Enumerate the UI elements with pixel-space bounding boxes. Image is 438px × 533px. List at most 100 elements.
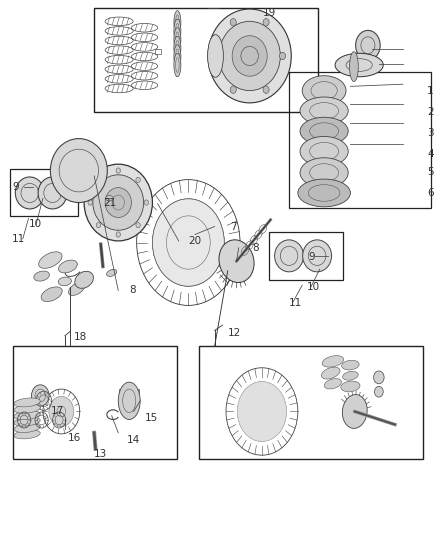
Text: 11: 11 [12,234,25,244]
Ellipse shape [335,53,383,77]
Ellipse shape [15,177,44,209]
Ellipse shape [106,196,113,201]
Text: 3: 3 [427,128,434,138]
Ellipse shape [41,287,62,302]
Ellipse shape [96,222,101,228]
Bar [155,49,161,54]
Text: 12: 12 [228,328,241,338]
Ellipse shape [232,36,267,76]
Ellipse shape [350,52,358,82]
Text: 11: 11 [289,298,302,308]
Bar [289,72,431,208]
Ellipse shape [105,188,131,217]
Ellipse shape [75,271,93,288]
Text: 8: 8 [252,243,258,253]
Text: 7: 7 [230,222,237,231]
Ellipse shape [341,381,360,392]
Bar [119,389,139,394]
Text: 2: 2 [427,107,434,117]
Ellipse shape [118,382,140,419]
Ellipse shape [59,260,77,273]
Ellipse shape [300,158,348,188]
Text: 15: 15 [145,414,158,423]
Ellipse shape [230,86,237,93]
Text: 5: 5 [427,167,434,176]
Bar [10,169,78,216]
Ellipse shape [152,199,224,286]
Ellipse shape [298,179,350,207]
Ellipse shape [324,378,342,389]
Ellipse shape [14,398,40,407]
Ellipse shape [38,177,67,209]
Ellipse shape [275,240,304,272]
Ellipse shape [343,394,367,429]
Ellipse shape [208,35,223,77]
Bar [13,346,177,459]
Ellipse shape [68,282,85,295]
Bar [269,232,343,280]
Ellipse shape [343,372,358,380]
Ellipse shape [174,53,181,77]
Ellipse shape [263,19,269,26]
Text: 21: 21 [103,198,116,207]
Text: 6: 6 [427,188,434,198]
Ellipse shape [14,424,40,432]
Ellipse shape [230,19,237,26]
Ellipse shape [174,11,181,34]
Ellipse shape [279,52,286,60]
Ellipse shape [342,360,359,370]
Ellipse shape [14,430,40,439]
Ellipse shape [116,168,120,173]
Ellipse shape [174,28,181,51]
Ellipse shape [303,240,332,272]
Ellipse shape [174,36,181,60]
Ellipse shape [300,97,348,125]
Bar [199,346,423,459]
Ellipse shape [14,411,40,419]
Text: 10: 10 [307,282,320,292]
Text: 14: 14 [127,435,140,445]
Ellipse shape [219,21,280,91]
Ellipse shape [116,232,120,237]
Bar [94,8,318,112]
Ellipse shape [58,277,71,286]
Text: 4: 4 [427,149,434,158]
Ellipse shape [237,382,286,441]
Ellipse shape [39,252,62,269]
Text: 17: 17 [50,407,64,416]
Text: 13: 13 [94,449,107,459]
Text: 9: 9 [12,182,19,191]
Ellipse shape [106,269,117,277]
Ellipse shape [219,240,254,282]
Ellipse shape [84,164,152,241]
Text: 8: 8 [129,286,136,295]
Text: 20: 20 [188,236,201,246]
Ellipse shape [374,371,384,384]
Ellipse shape [321,367,340,379]
Ellipse shape [174,45,181,68]
Bar [209,64,214,70]
Ellipse shape [14,417,40,426]
Ellipse shape [49,397,74,426]
Ellipse shape [136,177,140,183]
Ellipse shape [136,222,140,228]
Ellipse shape [300,117,348,145]
Ellipse shape [144,200,148,205]
Text: 16: 16 [68,433,81,443]
Text: 1: 1 [427,86,434,95]
Ellipse shape [174,19,181,43]
Ellipse shape [93,175,144,230]
Ellipse shape [32,385,49,406]
Ellipse shape [88,200,92,205]
Ellipse shape [208,9,291,103]
Ellipse shape [14,405,40,413]
Ellipse shape [374,386,383,397]
Ellipse shape [50,139,107,203]
Ellipse shape [302,76,346,106]
Text: 19: 19 [263,9,276,18]
Ellipse shape [263,86,269,93]
Ellipse shape [322,356,344,367]
Text: 10: 10 [28,219,42,229]
Ellipse shape [96,177,101,183]
Ellipse shape [34,271,49,281]
